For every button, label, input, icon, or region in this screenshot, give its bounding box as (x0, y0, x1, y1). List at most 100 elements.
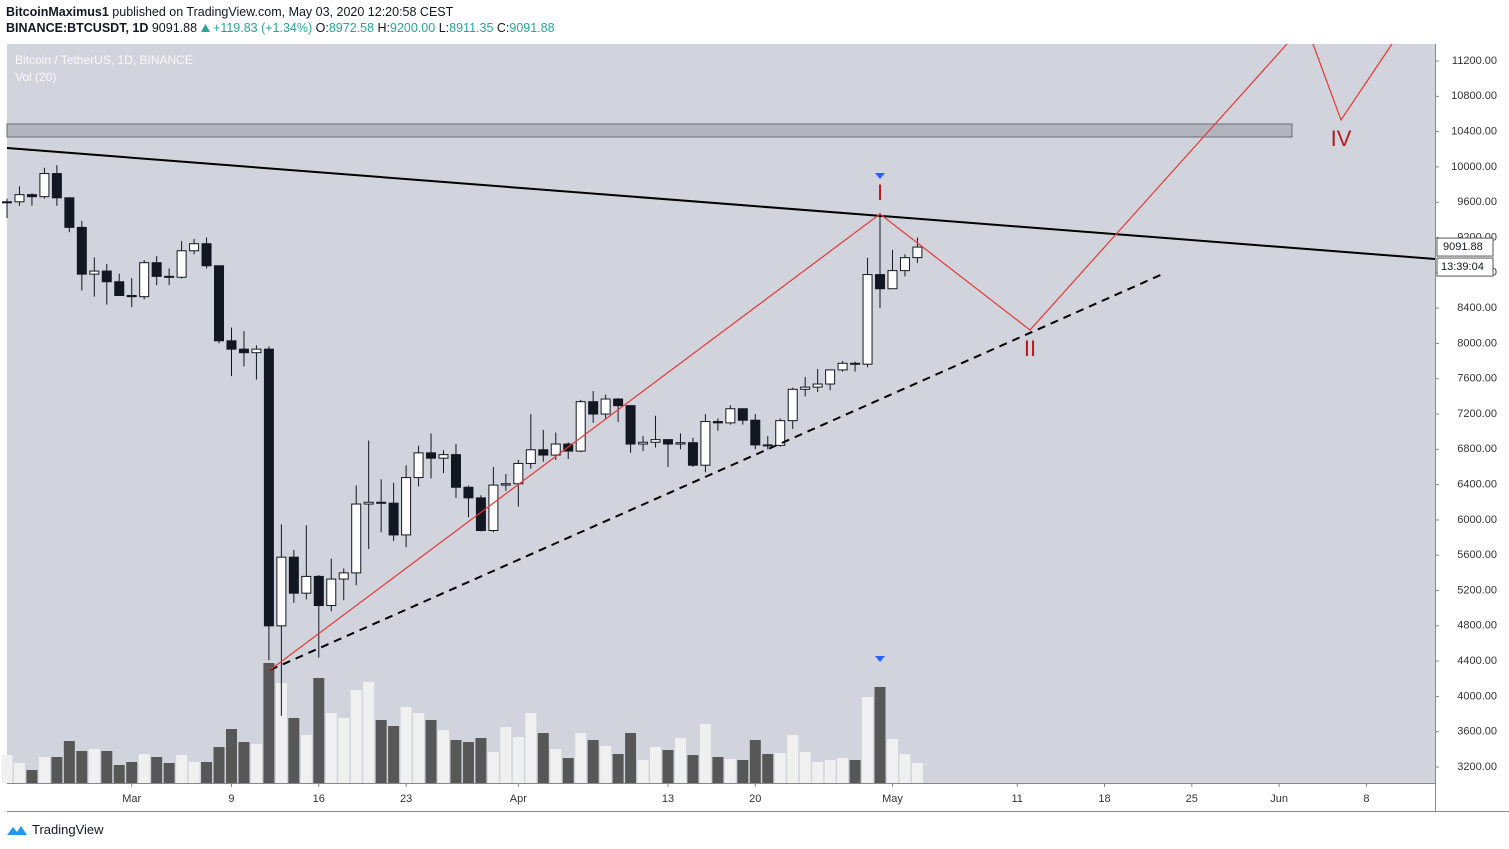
candle-body (712, 421, 723, 424)
pane (7, 44, 1435, 783)
y-tick-label: 4400.00 (1457, 655, 1497, 667)
volume-bar (562, 758, 574, 783)
candle-body (363, 501, 374, 505)
volume-bar (687, 755, 699, 783)
candle-body (613, 398, 624, 407)
candle-body (164, 275, 175, 278)
volume-bar (799, 752, 811, 783)
candle-body (500, 483, 511, 486)
candle-body (625, 405, 636, 445)
volume-bar (438, 730, 450, 783)
volume-bar (88, 749, 100, 783)
logo (7, 825, 27, 835)
volume-bar (587, 740, 599, 783)
candle-body (413, 452, 424, 479)
ohlc-key: O: (315, 21, 329, 35)
ohlc-key: L: (438, 21, 450, 35)
ohlc-value: 9200.00 (390, 21, 436, 35)
y-tick-label: 5200.00 (1457, 584, 1497, 596)
volume-bar (1, 755, 13, 783)
candle-body (700, 421, 711, 466)
volume-bar (737, 760, 749, 783)
volume-bar (500, 727, 512, 783)
candle-body (775, 420, 786, 446)
wave-label: IV (1331, 126, 1352, 151)
volume-bar (712, 757, 724, 783)
volume-bar (911, 763, 923, 783)
candle-layer (2, 165, 923, 716)
candle-body (525, 449, 536, 464)
candle-body (538, 449, 549, 456)
candle-body (513, 462, 524, 485)
candle-body (401, 477, 412, 536)
y-tick-label: 10000.00 (1451, 161, 1497, 173)
wave-path (269, 43, 1288, 671)
volume-bar (674, 738, 686, 783)
volume-bar (151, 757, 163, 783)
volume-bar (13, 763, 25, 783)
candle-body (226, 340, 237, 350)
volume-bar (350, 690, 362, 783)
volume-bar (225, 729, 237, 783)
x-tick-label: 20 (749, 793, 761, 805)
trend-line (6, 147, 1436, 260)
symbol: BINANCE:BTCUSDT, 1D (6, 21, 149, 35)
y-tick-label: 3600.00 (1457, 726, 1497, 738)
candle-body (912, 246, 923, 259)
volume-bar (550, 749, 562, 783)
candle-body (575, 401, 586, 452)
candle-body (351, 503, 362, 574)
brand[interactable]: TradingView (32, 822, 104, 837)
candle-body (862, 274, 873, 365)
candle-body (251, 348, 262, 354)
y-tick-label: 4800.00 (1457, 620, 1497, 632)
volume-bar (288, 718, 300, 783)
author[interactable]: BitcoinMaximus1 (6, 5, 109, 19)
candle-body (288, 556, 299, 594)
pane-subtitle: Vol (20) (15, 70, 56, 84)
candle-body (463, 486, 474, 499)
candle-body (675, 442, 686, 445)
candle-body (875, 274, 886, 290)
ohlc-value: 8911.35 (449, 21, 494, 35)
candle-body (214, 265, 225, 342)
y-tick-label: 4000.00 (1457, 690, 1497, 702)
candle-body (638, 441, 649, 445)
volume-bar (363, 682, 375, 783)
volume-bar (263, 663, 275, 783)
y-tick-label: 7200.00 (1457, 408, 1497, 420)
candle-body (176, 250, 187, 278)
candle-body (450, 454, 461, 488)
candle-body (800, 386, 811, 390)
header: BitcoinMaximus1 published on TradingView… (6, 4, 555, 36)
volume-bar (238, 742, 250, 783)
y-tick-label: 8000.00 (1457, 337, 1497, 349)
x-tick-label: 23 (400, 793, 412, 805)
volume-bar (26, 770, 38, 783)
volume-bar (886, 739, 898, 783)
y-tick-label: 11200.00 (1452, 55, 1497, 67)
candle-body (376, 501, 387, 504)
pane-title: Bitcoin / TetherUS, 1D, BINANCE (15, 53, 193, 67)
volume-bar (213, 747, 225, 783)
candle-body (887, 270, 898, 290)
countdown: 13:39:04 (1441, 261, 1484, 273)
candle-body (101, 270, 112, 283)
ohlc-key: C: (496, 21, 510, 35)
volume-bar (600, 746, 612, 783)
x-tick-label: Apr (510, 793, 527, 805)
volume-bar (113, 765, 125, 783)
wave-label: I (877, 180, 883, 205)
candle-body (837, 362, 848, 371)
volume-bar (138, 754, 150, 783)
volume-bar (787, 735, 799, 783)
volume-bar (450, 740, 462, 783)
volume-bar (487, 752, 499, 783)
candle-body (762, 444, 773, 447)
last-price-label: 9091.88 (1443, 241, 1483, 253)
last: 9091.88 (151, 21, 198, 35)
volume-bar (51, 757, 63, 783)
candle-body (151, 262, 162, 277)
volume-bar (176, 755, 188, 783)
